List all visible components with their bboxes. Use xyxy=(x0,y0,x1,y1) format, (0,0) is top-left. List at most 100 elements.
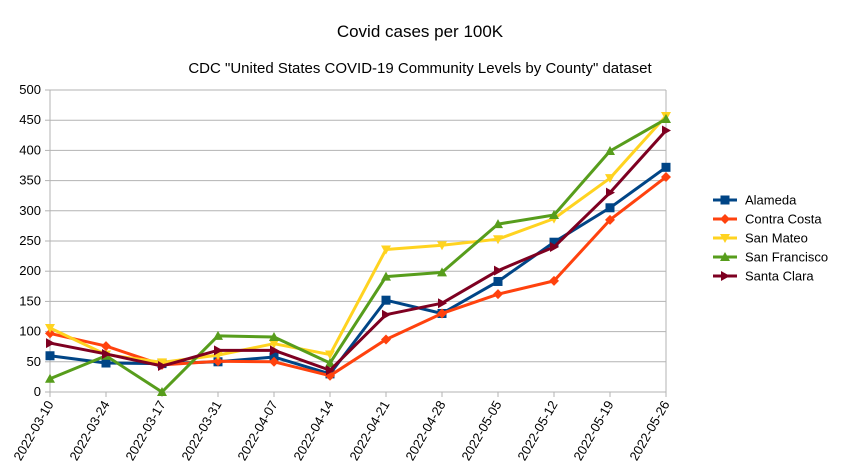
data-point xyxy=(213,356,223,367)
legend-label: Alameda xyxy=(745,193,797,208)
data-point xyxy=(493,219,503,229)
legend-entry: San Francisco xyxy=(713,250,828,265)
y-tick-label: 250 xyxy=(19,233,41,248)
data-point xyxy=(382,309,391,320)
data-point xyxy=(214,345,223,356)
data-point xyxy=(213,330,223,340)
x-tick-label: 2022-03-10 xyxy=(10,398,56,463)
x-tick-label: 2022-03-31 xyxy=(178,398,224,463)
data-point xyxy=(605,214,615,225)
legend-entry: Contra Costa xyxy=(713,212,822,227)
data-point xyxy=(158,361,167,372)
data-point xyxy=(45,373,55,383)
data-point xyxy=(661,171,671,182)
legend-label: Contra Costa xyxy=(745,212,822,227)
y-tick-label: 200 xyxy=(19,263,41,278)
x-tick-label: 2022-05-12 xyxy=(514,398,560,463)
y-tick-label: 300 xyxy=(19,203,41,218)
data-point xyxy=(549,275,559,286)
x-tick-label: 2022-05-05 xyxy=(458,398,504,463)
y-axis-tick-labels: 0 50 100 150 200 250 300 350 400 450 500 xyxy=(19,82,41,399)
data-point xyxy=(381,271,391,281)
legend-label: San Francisco xyxy=(745,250,828,265)
legend: Alameda Contra Costa San Mateo San Francisc… xyxy=(713,193,828,284)
x-tick-label: 2022-03-17 xyxy=(122,398,168,463)
data-point xyxy=(101,358,111,368)
legend-marker xyxy=(720,234,730,243)
data-point xyxy=(45,328,55,339)
data-point xyxy=(270,345,279,356)
x-tick-label: 2022-04-28 xyxy=(402,398,448,463)
data-point xyxy=(606,187,615,198)
legend-label: Santa Clara xyxy=(745,269,814,284)
x-tick-label: 2022-03-24 xyxy=(66,398,112,463)
legend-marker xyxy=(720,195,730,205)
data-point xyxy=(493,276,503,286)
y-tick-label: 350 xyxy=(19,173,41,188)
legend-marker xyxy=(721,271,730,281)
data-point xyxy=(437,267,447,277)
data-point xyxy=(605,174,615,184)
data-point xyxy=(325,350,335,360)
data-point xyxy=(661,162,671,172)
y-tick-label: 0 xyxy=(34,384,41,399)
data-point xyxy=(326,365,335,376)
legend-entry: Santa Clara xyxy=(713,269,814,284)
data-point xyxy=(437,308,447,319)
data-point xyxy=(157,358,167,368)
legend-label: San Mateo xyxy=(745,231,808,246)
data-point xyxy=(549,237,559,247)
x-axis-tick-labels: 2022-03-10 2022-03-24 2022-03-17 2022-03-31… xyxy=(10,398,672,463)
chart-title: Covid cases per 100K xyxy=(337,22,504,41)
series-line xyxy=(49,117,667,394)
data-point xyxy=(661,113,671,123)
x-tick-label: 2022-05-19 xyxy=(570,398,616,463)
legend-marker xyxy=(720,252,730,261)
data-point xyxy=(381,334,391,345)
y-tick-label: 500 xyxy=(19,82,41,97)
data-point xyxy=(381,295,391,305)
data-point xyxy=(550,242,559,253)
series-lines xyxy=(45,111,671,396)
series-line xyxy=(49,129,668,372)
data-point xyxy=(46,338,55,349)
data-point xyxy=(325,358,335,368)
data-point xyxy=(269,332,279,342)
y-tick-label: 450 xyxy=(19,112,41,127)
data-point xyxy=(381,245,391,255)
series-san-francisco xyxy=(45,113,671,396)
x-tick-label: 2022-05-26 xyxy=(626,398,672,463)
series-line xyxy=(49,175,667,378)
x-tick-label: 2022-04-14 xyxy=(290,398,336,463)
data-point xyxy=(549,210,559,220)
data-point xyxy=(494,265,503,276)
data-point xyxy=(157,387,167,396)
data-point xyxy=(437,241,447,251)
chart-subtitle: CDC "United States COVID-19 Community Le… xyxy=(188,60,652,77)
data-point xyxy=(662,125,671,136)
legend-marker xyxy=(720,214,730,224)
y-tick-label: 400 xyxy=(19,142,41,157)
series-alameda xyxy=(45,162,671,379)
data-point xyxy=(269,339,279,349)
data-point xyxy=(438,298,447,309)
y-tick-label: 50 xyxy=(27,354,41,369)
data-point xyxy=(493,289,503,300)
data-point xyxy=(102,348,111,359)
data-point xyxy=(45,351,55,361)
legend-entry: San Mateo xyxy=(713,231,808,246)
gridlines xyxy=(45,89,667,397)
y-tick-label: 150 xyxy=(19,293,41,308)
data-point xyxy=(605,146,615,156)
data-point xyxy=(269,356,279,367)
data-point xyxy=(605,203,615,213)
x-tick-label: 2022-04-21 xyxy=(346,398,392,463)
y-tick-label: 100 xyxy=(19,324,41,339)
data-point xyxy=(45,323,55,333)
series-line xyxy=(49,114,668,364)
series-san-mateo xyxy=(45,111,671,368)
data-point xyxy=(101,341,111,352)
legend-entry: Alameda xyxy=(713,193,797,208)
data-point xyxy=(493,235,503,245)
